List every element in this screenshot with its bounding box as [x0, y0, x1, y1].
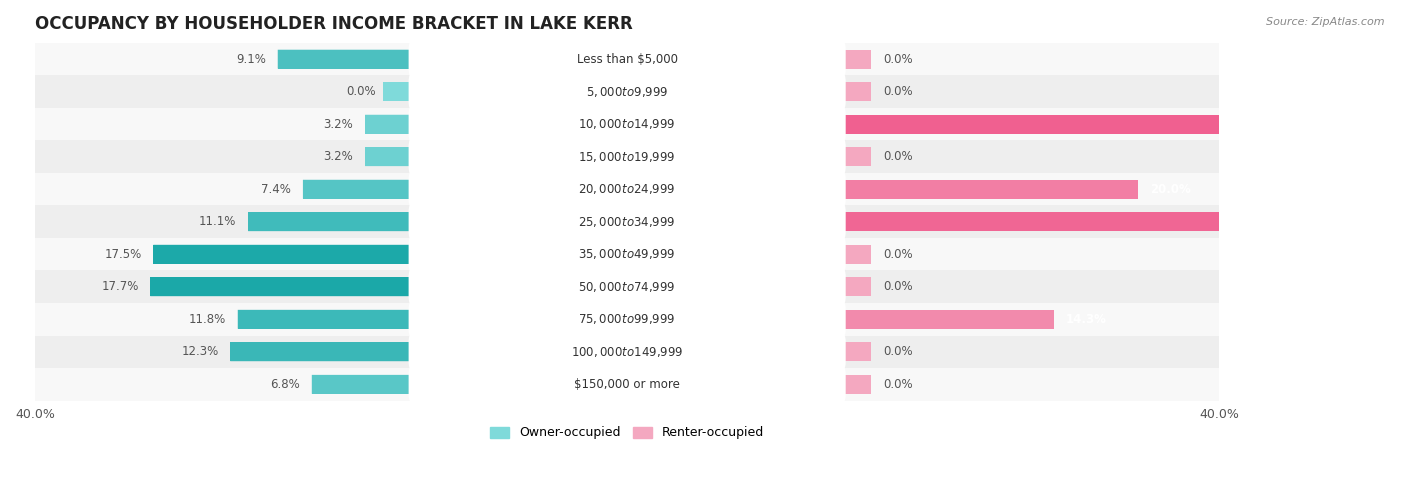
Bar: [366, 147, 627, 166]
Text: 3.2%: 3.2%: [323, 118, 353, 131]
Bar: [627, 147, 872, 166]
Bar: [302, 180, 627, 199]
Bar: [627, 50, 872, 69]
Bar: [35, 43, 1219, 75]
Text: 17.5%: 17.5%: [104, 248, 142, 261]
Bar: [35, 303, 1219, 335]
Text: 34.3%: 34.3%: [1361, 118, 1402, 131]
Bar: [35, 173, 1219, 206]
Text: Less than $5,000: Less than $5,000: [576, 52, 678, 66]
Text: 0.0%: 0.0%: [883, 85, 912, 98]
FancyBboxPatch shape: [409, 203, 845, 240]
FancyBboxPatch shape: [409, 171, 845, 208]
FancyBboxPatch shape: [409, 333, 845, 370]
Bar: [35, 206, 1219, 238]
Bar: [150, 278, 627, 296]
Bar: [627, 245, 872, 264]
Text: 3.2%: 3.2%: [323, 150, 353, 163]
FancyBboxPatch shape: [302, 180, 627, 199]
Text: 0.0%: 0.0%: [883, 248, 912, 261]
FancyBboxPatch shape: [409, 268, 845, 305]
FancyBboxPatch shape: [231, 342, 627, 361]
Text: 0.0%: 0.0%: [883, 52, 912, 66]
Text: 0.0%: 0.0%: [883, 345, 912, 358]
Text: $5,000 to $9,999: $5,000 to $9,999: [586, 85, 668, 99]
FancyBboxPatch shape: [247, 212, 627, 231]
Bar: [627, 212, 1306, 231]
Bar: [366, 115, 627, 134]
Bar: [35, 108, 1219, 140]
Bar: [278, 50, 627, 69]
Bar: [35, 238, 1219, 271]
Text: Source: ZipAtlas.com: Source: ZipAtlas.com: [1267, 17, 1385, 27]
Text: 7.4%: 7.4%: [262, 183, 291, 196]
Text: 0.0%: 0.0%: [346, 85, 375, 98]
Text: 6.8%: 6.8%: [270, 378, 299, 391]
FancyBboxPatch shape: [409, 138, 845, 175]
Bar: [627, 310, 1053, 329]
FancyBboxPatch shape: [409, 366, 845, 403]
Text: $50,000 to $74,999: $50,000 to $74,999: [578, 280, 676, 294]
Bar: [312, 375, 627, 394]
Bar: [627, 342, 872, 361]
FancyBboxPatch shape: [150, 278, 627, 296]
Text: $100,000 to $149,999: $100,000 to $149,999: [571, 345, 683, 359]
Bar: [247, 212, 627, 231]
FancyBboxPatch shape: [366, 147, 627, 166]
FancyBboxPatch shape: [409, 105, 845, 143]
Text: $20,000 to $24,999: $20,000 to $24,999: [578, 182, 676, 196]
Text: 14.3%: 14.3%: [1066, 313, 1107, 326]
FancyBboxPatch shape: [278, 50, 627, 69]
Text: 17.7%: 17.7%: [101, 280, 139, 293]
Text: OCCUPANCY BY HOUSEHOLDER INCOME BRACKET IN LAKE KERR: OCCUPANCY BY HOUSEHOLDER INCOME BRACKET …: [35, 15, 633, 33]
Bar: [627, 375, 872, 394]
Text: 0.0%: 0.0%: [883, 280, 912, 293]
Bar: [382, 82, 627, 101]
Text: $150,000 or more: $150,000 or more: [574, 378, 681, 391]
Text: $25,000 to $34,999: $25,000 to $34,999: [578, 215, 676, 229]
Bar: [153, 245, 627, 264]
Bar: [627, 278, 872, 296]
Bar: [35, 140, 1219, 173]
FancyBboxPatch shape: [409, 236, 845, 273]
FancyBboxPatch shape: [312, 375, 627, 394]
Bar: [35, 75, 1219, 108]
Bar: [35, 368, 1219, 400]
Bar: [627, 82, 872, 101]
FancyBboxPatch shape: [366, 115, 627, 134]
Text: $35,000 to $49,999: $35,000 to $49,999: [578, 247, 676, 261]
Text: 9.1%: 9.1%: [236, 52, 266, 66]
FancyBboxPatch shape: [153, 245, 627, 264]
FancyBboxPatch shape: [238, 310, 627, 329]
Text: $10,000 to $14,999: $10,000 to $14,999: [578, 117, 676, 131]
Text: 31.4%: 31.4%: [1319, 215, 1360, 228]
Text: 0.0%: 0.0%: [883, 150, 912, 163]
Bar: [238, 310, 627, 329]
Text: 11.1%: 11.1%: [198, 215, 236, 228]
FancyBboxPatch shape: [409, 73, 845, 110]
Text: 20.0%: 20.0%: [1150, 183, 1191, 196]
Text: $15,000 to $19,999: $15,000 to $19,999: [578, 150, 676, 164]
Text: 12.3%: 12.3%: [181, 345, 218, 358]
Text: $75,000 to $99,999: $75,000 to $99,999: [578, 312, 676, 326]
Bar: [35, 271, 1219, 303]
Bar: [35, 335, 1219, 368]
Text: 11.8%: 11.8%: [188, 313, 226, 326]
Bar: [231, 342, 627, 361]
Legend: Owner-occupied, Renter-occupied: Owner-occupied, Renter-occupied: [485, 421, 769, 444]
Bar: [627, 115, 1350, 134]
FancyBboxPatch shape: [409, 301, 845, 338]
Text: 0.0%: 0.0%: [883, 378, 912, 391]
Bar: [627, 180, 1137, 199]
FancyBboxPatch shape: [409, 40, 845, 78]
